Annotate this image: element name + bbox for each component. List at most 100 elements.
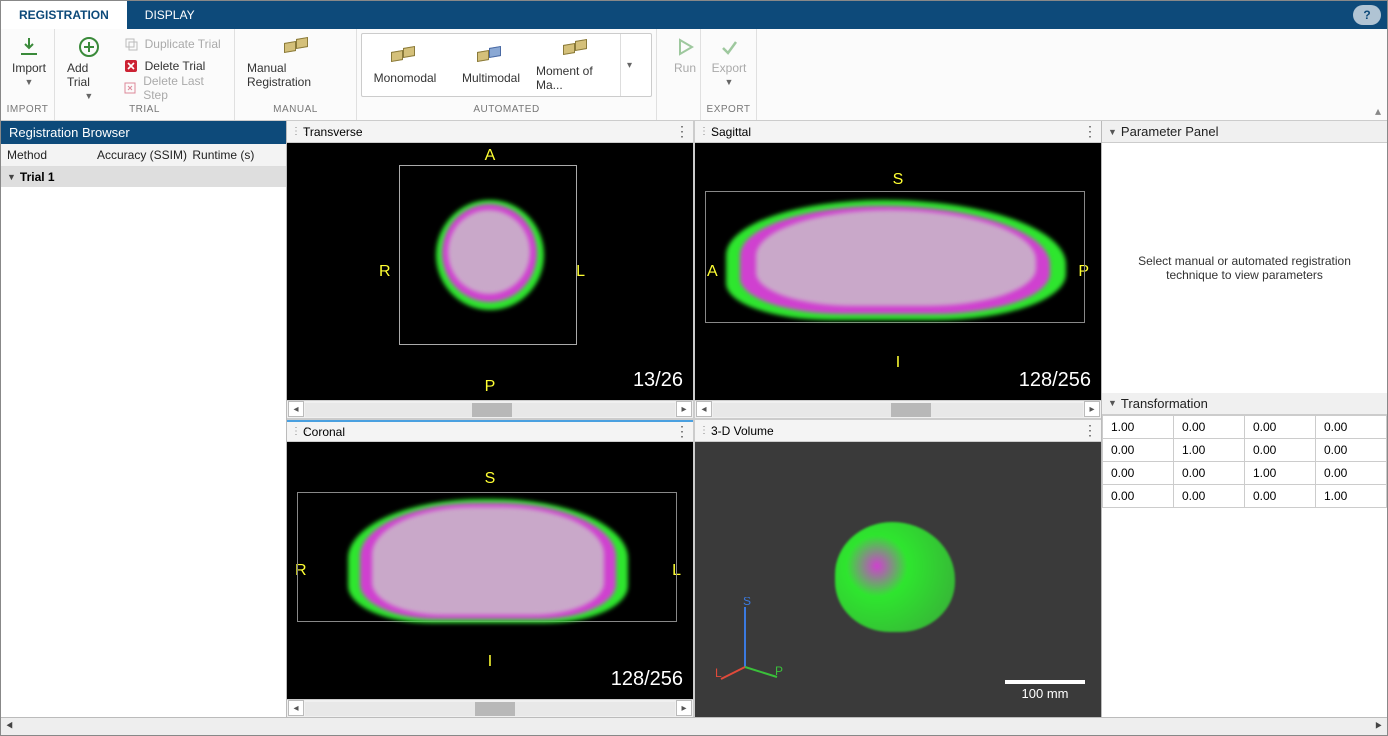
slider-next-icon[interactable]: ▸ [676, 401, 692, 417]
viewport-transverse-canvas[interactable]: A P R L 13/26 [287, 143, 693, 400]
delete-step-icon [123, 80, 138, 96]
browser-column-headers: Method Accuracy (SSIM) Runtime (s) [1, 144, 286, 167]
registration-browser-pane: Registration Browser Method Accuracy (SS… [1, 121, 287, 717]
col-accuracy[interactable]: Accuracy (SSIM) Runtime (s) [91, 144, 286, 166]
manual-registration-button[interactable]: Manual Registration [241, 33, 350, 91]
add-trial-button[interactable]: Add Trial ▼ [61, 33, 117, 103]
slice-slider-coronal[interactable]: ◂ ▸ [287, 699, 693, 717]
gallery-moment-label: Moment of Ma... [536, 64, 618, 92]
viewport-3d-volume: ⋮⋮ 3-D Volume ⋮ S L P [695, 420, 1101, 717]
export-button[interactable]: Export ▼ [707, 33, 751, 89]
orient-label-a: A [485, 147, 496, 165]
orient-label-i: I [488, 653, 492, 671]
slider-prev-icon[interactable]: ◂ [288, 700, 304, 716]
scroll-right-icon[interactable]: ⯈ [1373, 719, 1383, 734]
main-tabbar: REGISTRATION DISPLAY ? [1, 1, 1387, 29]
slice-count-coronal: 128/256 [611, 668, 683, 691]
gallery-moment-of-mass[interactable]: Moment of Ma... [534, 34, 620, 96]
run-label: Run [674, 61, 696, 75]
viewport-sagittal-title: Sagittal [707, 125, 1083, 139]
statusbar: ⯇ ⯈ [1, 717, 1387, 735]
trial-row[interactable]: ▼ Trial 1 [1, 167, 286, 187]
slider-next-icon[interactable]: ▸ [676, 700, 692, 716]
viewport-menu-icon[interactable]: ⋮ [675, 423, 689, 440]
viewport-sagittal: ⋮⋮ Sagittal ⋮ S I A P 128/256 ◂ ▸ [695, 121, 1101, 418]
slice-count-transverse: 13/26 [633, 369, 683, 392]
monomodal-icon [389, 45, 421, 67]
viewport-volume-canvas[interactable]: S L P 100 mm [695, 442, 1101, 717]
viewport-volume-title: 3-D Volume [707, 424, 1083, 438]
slice-slider-sagittal[interactable]: ◂ ▸ [695, 400, 1101, 418]
gallery-monomodal[interactable]: Monomodal [362, 34, 448, 96]
section-import-label: IMPORT [1, 104, 54, 120]
import-label: Import [12, 61, 46, 75]
multimodal-icon [475, 45, 507, 67]
import-button[interactable]: Import ▼ [7, 33, 51, 89]
manual-registration-icon [284, 35, 308, 59]
grip-icon: ⋮⋮ [699, 126, 707, 137]
section-automated-label: AUTOMATED [357, 104, 656, 120]
tab-display[interactable]: DISPLAY [127, 1, 213, 29]
section-manual-label: MANUAL [235, 104, 356, 120]
table-row: 0.001.000.000.00 [1103, 438, 1387, 461]
delete-trial-label: Delete Trial [145, 59, 206, 73]
chevron-down-icon: ▼ [84, 91, 93, 101]
registration-browser-title: Registration Browser [1, 121, 286, 144]
col-method[interactable]: Method [1, 144, 91, 166]
viewport-menu-icon[interactable]: ⋮ [675, 123, 689, 140]
gallery-multimodal-label: Multimodal [462, 71, 520, 85]
orient-label-s: S [893, 171, 904, 189]
transformation-matrix: 1.000.000.000.00 0.001.000.000.00 0.000.… [1102, 415, 1387, 508]
scroll-left-icon[interactable]: ⯇ [5, 719, 15, 734]
viewport-menu-icon[interactable]: ⋮ [1083, 123, 1097, 140]
grip-icon: ⋮⋮ [291, 426, 299, 437]
chevron-down-icon: ▼ [25, 77, 34, 87]
table-row: 0.000.001.000.00 [1103, 461, 1387, 484]
delete-last-step-label: Delete Last Step [143, 74, 224, 102]
gallery-multimodal[interactable]: Multimodal [448, 34, 534, 96]
slider-prev-icon[interactable]: ◂ [696, 401, 712, 417]
right-panels: ▼ Parameter Panel Select manual or autom… [1101, 121, 1387, 717]
help-icon[interactable]: ? [1353, 5, 1381, 25]
slice-count-sagittal: 128/256 [1019, 369, 1091, 392]
viewport-grid: ⋮⋮ Transverse ⋮ A P R L 13/26 ◂ ▸ [287, 121, 1101, 717]
toolstrip: Import ▼ IMPORT Add Trial ▼ Duplicate Tr… [1, 29, 1387, 121]
automated-gallery: Monomodal Multimodal Moment of Ma... ▾ [361, 33, 652, 97]
slider-prev-icon[interactable]: ◂ [288, 401, 304, 417]
viewport-coronal-canvas[interactable]: S I R L 128/256 [287, 442, 693, 699]
axis-p-label: P [775, 664, 783, 678]
export-label: Export [712, 61, 747, 75]
orient-label-p: P [485, 378, 496, 396]
collapse-toolstrip-icon[interactable]: ▴ [1375, 104, 1381, 118]
duplicate-trial-button[interactable]: Duplicate Trial [119, 33, 228, 55]
viewport-menu-icon[interactable]: ⋮ [1083, 422, 1097, 439]
axis-l-label: L [715, 666, 722, 680]
scale-bar: 100 mm [1005, 680, 1085, 701]
viewport-sagittal-canvas[interactable]: S I A P 128/256 [695, 143, 1101, 400]
gallery-dropdown[interactable]: ▾ [620, 34, 638, 96]
grip-icon: ⋮⋮ [699, 425, 707, 436]
expand-icon: ▼ [7, 172, 16, 182]
gallery-monomodal-label: Monomodal [374, 71, 437, 85]
slice-slider-transverse[interactable]: ◂ ▸ [287, 400, 693, 418]
add-trial-icon [77, 35, 101, 59]
transformation-panel-title: Transformation [1121, 396, 1208, 411]
transformation-panel-header[interactable]: ▼ Transformation [1102, 393, 1387, 415]
trial-label: Trial 1 [20, 170, 55, 184]
import-icon [17, 35, 41, 59]
axes-3d-icon: S L P [715, 597, 785, 687]
delete-last-step-button[interactable]: Delete Last Step [119, 77, 228, 99]
export-icon [717, 35, 741, 59]
slider-next-icon[interactable]: ▸ [1084, 401, 1100, 417]
manual-registration-label: Manual Registration [247, 61, 344, 89]
table-row: 0.000.000.001.00 [1103, 484, 1387, 507]
collapse-icon: ▼ [1108, 127, 1117, 137]
section-trial-label: TRIAL [55, 104, 234, 120]
orient-label-r: R [379, 263, 391, 281]
tab-registration[interactable]: REGISTRATION [1, 1, 127, 29]
parameter-panel-body: Select manual or automated registration … [1102, 143, 1387, 393]
orient-label-s: S [485, 470, 496, 488]
parameter-panel-header[interactable]: ▼ Parameter Panel [1102, 121, 1387, 143]
grip-icon: ⋮⋮ [291, 126, 299, 137]
axis-s-label: S [743, 597, 751, 608]
